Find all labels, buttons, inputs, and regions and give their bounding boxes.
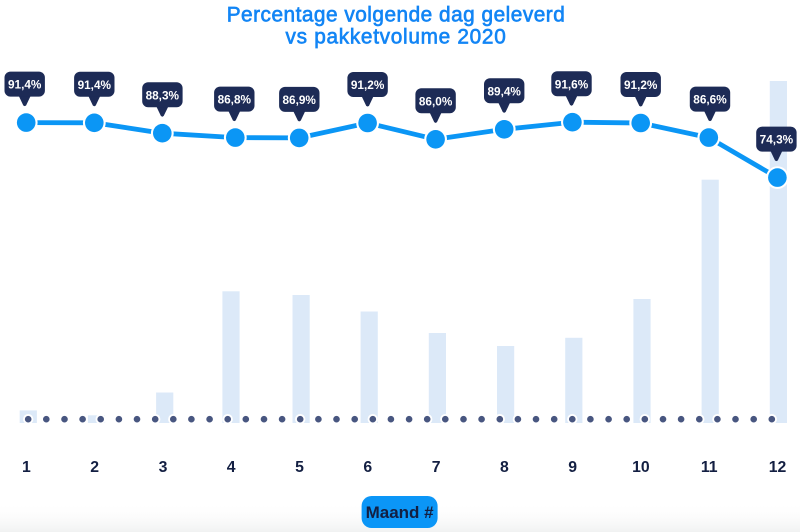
svg-text:2: 2 xyxy=(90,459,99,476)
svg-text:91,2%: 91,2% xyxy=(351,78,385,92)
svg-text:91,6%: 91,6% xyxy=(555,77,589,91)
svg-text:6: 6 xyxy=(363,459,372,476)
svg-text:Maand #: Maand # xyxy=(366,503,435,522)
svg-text:89,4%: 89,4% xyxy=(487,84,521,98)
svg-text:91,4%: 91,4% xyxy=(8,78,42,92)
svg-text:86,9%: 86,9% xyxy=(282,93,316,107)
svg-text:11: 11 xyxy=(701,459,718,476)
svg-text:91,2%: 91,2% xyxy=(624,78,658,92)
svg-text:12: 12 xyxy=(769,459,787,476)
svg-text:Percentage volgende dag geleve: Percentage volgende dag geleverd xyxy=(227,4,566,27)
svg-text:3: 3 xyxy=(159,459,168,476)
svg-text:1: 1 xyxy=(22,459,31,476)
svg-text:88,3%: 88,3% xyxy=(146,88,180,102)
svg-text:9: 9 xyxy=(568,459,577,476)
svg-text:7: 7 xyxy=(432,459,441,476)
svg-text:86,6%: 86,6% xyxy=(693,93,727,107)
svg-text:74,3%: 74,3% xyxy=(760,133,794,147)
svg-text:4: 4 xyxy=(227,459,236,476)
svg-text:91,4%: 91,4% xyxy=(78,78,112,92)
svg-text:86,8%: 86,8% xyxy=(218,93,252,107)
svg-text:8: 8 xyxy=(500,459,509,476)
svg-text:5: 5 xyxy=(295,459,304,476)
svg-text:10: 10 xyxy=(632,459,650,476)
svg-text:86,0%: 86,0% xyxy=(419,94,453,108)
svg-text:vs pakketvolume 2020: vs pakketvolume 2020 xyxy=(286,26,507,49)
